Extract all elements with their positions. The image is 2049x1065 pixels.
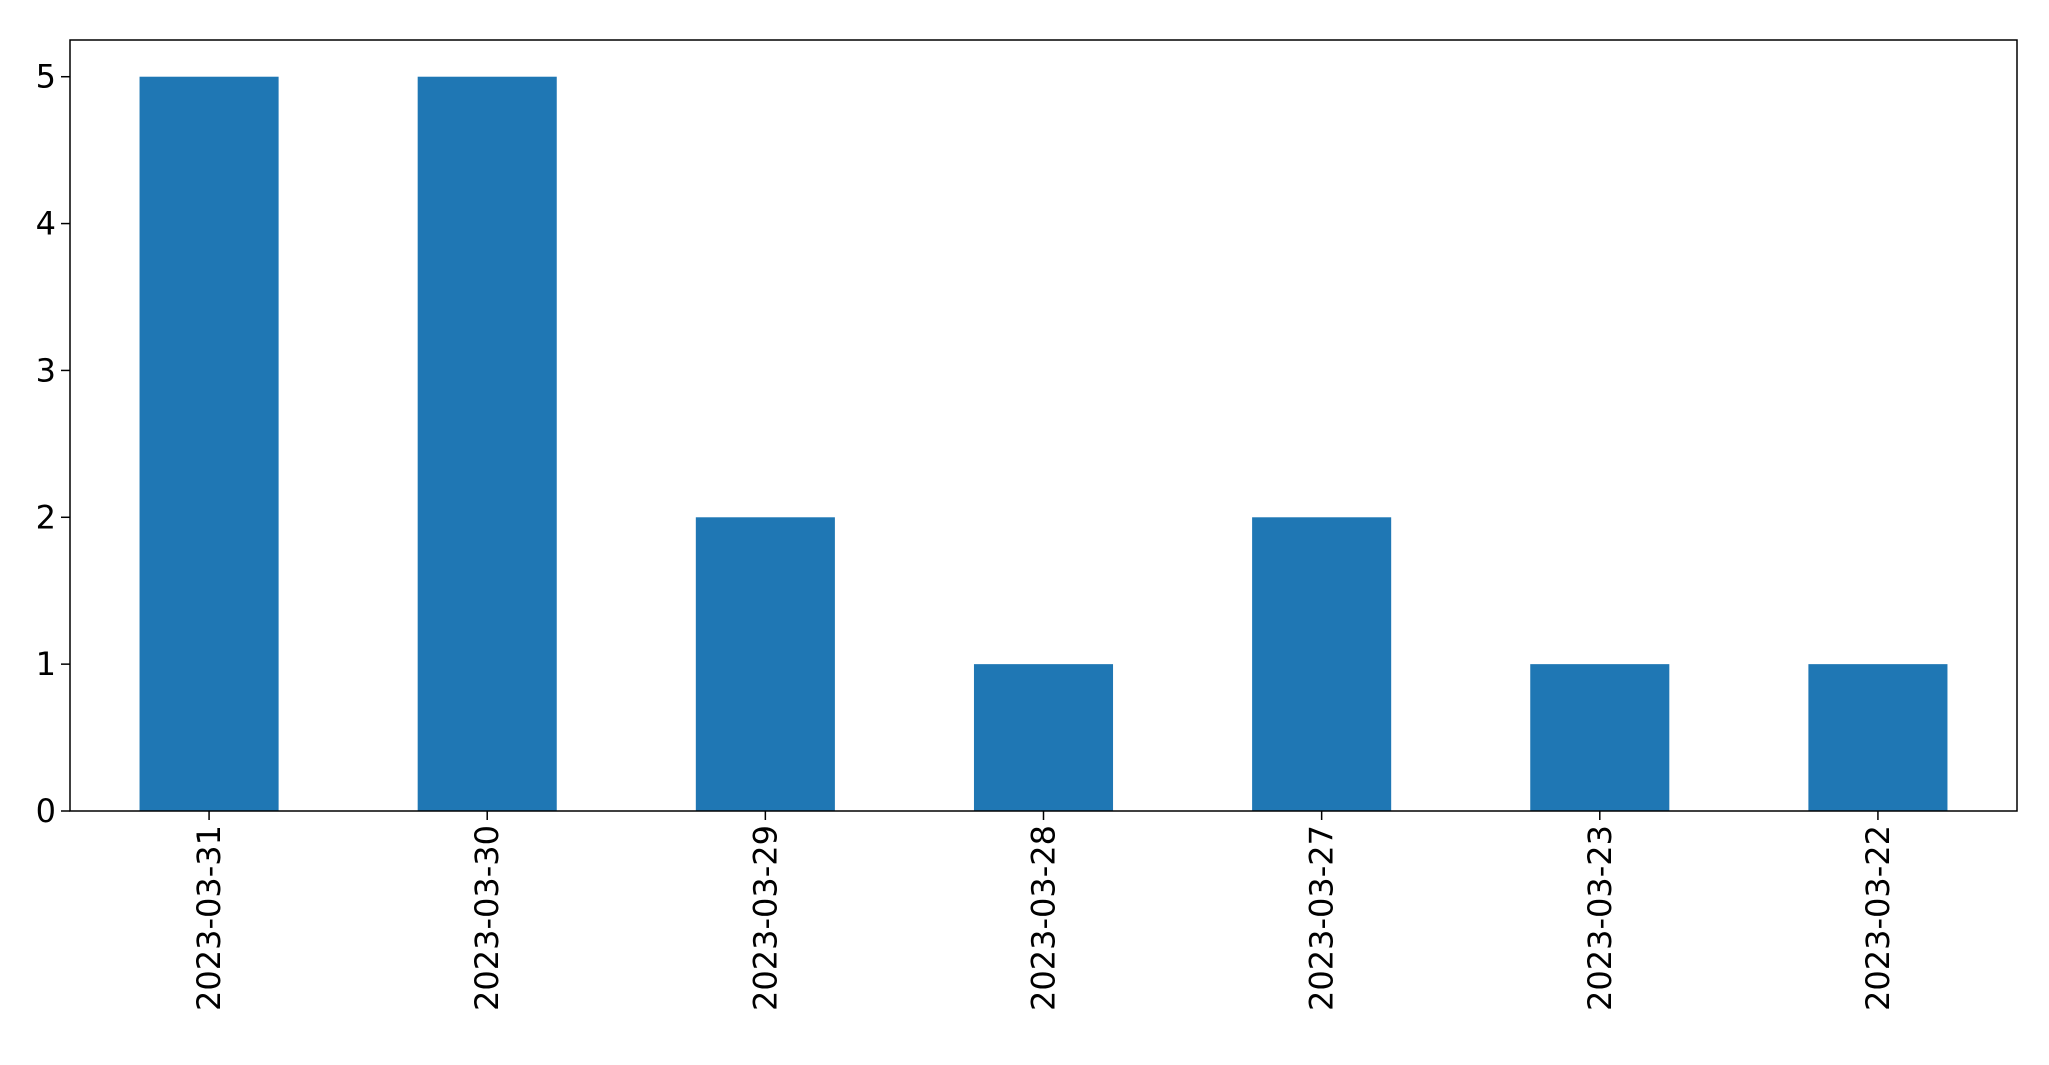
bars bbox=[139, 76, 1948, 811]
x-axis: 2023-03-31 2023-03-30 2023-03-29 2023-03-28… bbox=[190, 811, 1897, 1011]
x-tick-label: 2023-03-30 bbox=[468, 825, 506, 1011]
x-tick-label: 2023-03-22 bbox=[1859, 825, 1897, 1011]
bar-2023-03-28 bbox=[973, 664, 1114, 811]
y-axis: 0 1 2 3 4 5 bbox=[36, 58, 70, 830]
x-tick-label: 2023-03-31 bbox=[190, 825, 228, 1011]
y-tick-label: 4 bbox=[36, 205, 56, 243]
x-tick-label: 2023-03-29 bbox=[746, 825, 784, 1011]
bar-2023-03-23 bbox=[1530, 664, 1670, 811]
bar-2023-03-27 bbox=[1252, 517, 1392, 811]
y-tick-label: 5 bbox=[36, 58, 56, 96]
bar-2023-03-29 bbox=[695, 517, 835, 811]
y-tick-label: 0 bbox=[36, 792, 56, 830]
bar-2023-03-22 bbox=[1808, 664, 1948, 811]
x-tick-label: 2023-03-27 bbox=[1303, 825, 1341, 1011]
bar-2023-03-30 bbox=[417, 76, 557, 811]
x-tick-label: 2023-03-28 bbox=[1025, 825, 1063, 1011]
bar-2023-03-31 bbox=[139, 76, 279, 811]
x-tick-label: 2023-03-23 bbox=[1581, 825, 1619, 1011]
y-tick-label: 3 bbox=[36, 351, 56, 389]
y-tick-label: 2 bbox=[36, 498, 56, 536]
y-tick-label: 1 bbox=[36, 645, 56, 683]
